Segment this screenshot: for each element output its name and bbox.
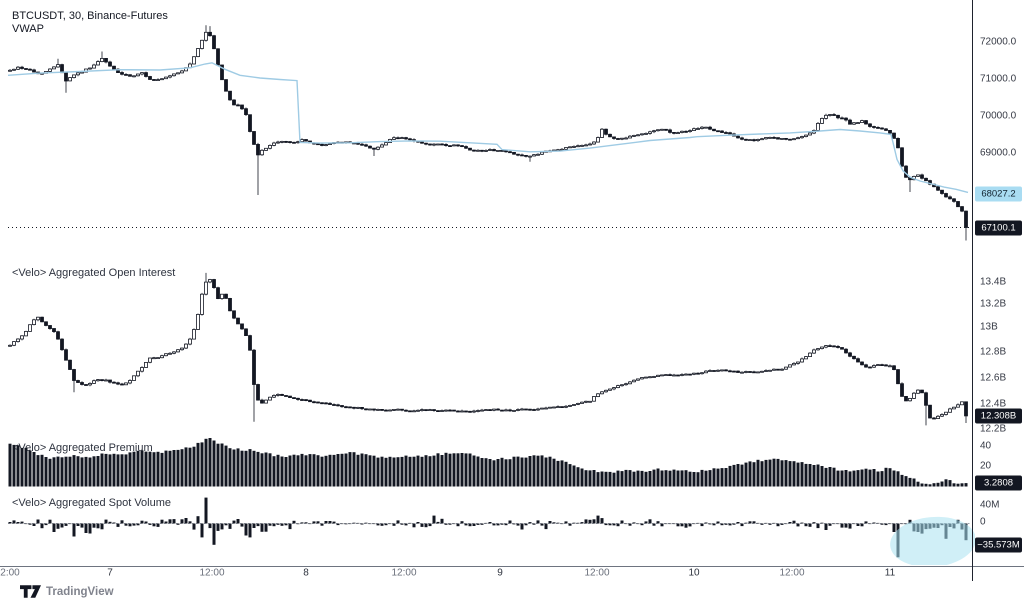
chart-plot-area[interactable] (0, 0, 1024, 581)
pane-price[interactable] (7, 25, 972, 241)
axis-label: 13.2B (980, 298, 1007, 310)
time-label-day: 9 (497, 567, 503, 579)
open-interest-pane-title[interactable]: <Velo> Aggregated Open Interest (12, 267, 176, 279)
axis-label: 12.6B (980, 372, 1007, 384)
highlight-annotation (890, 516, 975, 565)
plot-right-border (972, 0, 973, 581)
axis-label: 13B (980, 321, 998, 333)
time-label: 12:00 (779, 567, 805, 579)
premium-pane-title[interactable]: <Velo> Aggregated Premium (12, 442, 153, 454)
time-label-day: 7 (107, 567, 113, 579)
axis-label: 12.8B (980, 346, 1007, 358)
axis-label: 72000.0 (980, 36, 1017, 48)
axis-label: 13.4B (980, 276, 1007, 288)
axis-label: 70000.0 (980, 110, 1017, 122)
time-label: 12:00 (199, 567, 225, 579)
axis-label: 12.4B (980, 398, 1007, 410)
axis-label: 20 (980, 460, 992, 472)
tradingview-logo-text: TradingView (46, 585, 114, 598)
price-scale[interactable]: 72000.0 71000.0 70000.0 69000.0 13.4B 13.2B 13… (0, 0, 1024, 581)
axis-label: 12.2B (980, 423, 1007, 435)
time-label: 12:00 (584, 567, 610, 579)
axis-label: 0 (980, 516, 986, 528)
time-label-day: 8 (303, 567, 309, 579)
vwap-line (7, 62, 969, 194)
time-label-day: 10 (688, 567, 700, 579)
tradingview-logo-icon (20, 585, 41, 598)
time-axis-separator (0, 566, 1024, 567)
premium-badge: 3.2808 (975, 475, 1022, 491)
axis-label: 40M (980, 499, 1000, 511)
axis-label: 71000.0 (980, 73, 1017, 85)
symbol-title[interactable]: BTCUSDT, 30, Binance-Futures (12, 10, 168, 22)
axis-label: 69000.0 (980, 147, 1017, 159)
pane-premium[interactable] (8, 438, 968, 487)
tradingview-logo[interactable]: TradingView (20, 585, 114, 598)
vwap-value-badge: 68027.2 (975, 186, 1022, 202)
spot-volume-badge: −35.573M (975, 537, 1022, 553)
open-interest-badge: 12.308B (975, 408, 1022, 424)
vwap-indicator-label[interactable]: VWAP (12, 23, 44, 35)
pane-open_interest[interactable] (8, 272, 968, 426)
spot-volume-pane-title[interactable]: <Velo> Aggregated Spot Volume (12, 497, 172, 509)
time-label-day: 11 (884, 567, 896, 579)
time-label: 2:00 (0, 567, 20, 579)
last-price-badge: 67100.1 (975, 220, 1022, 236)
axis-label: 40 (980, 440, 992, 452)
pane-spot_volume[interactable] (8, 497, 978, 571)
time-label: 12:00 (391, 567, 417, 579)
